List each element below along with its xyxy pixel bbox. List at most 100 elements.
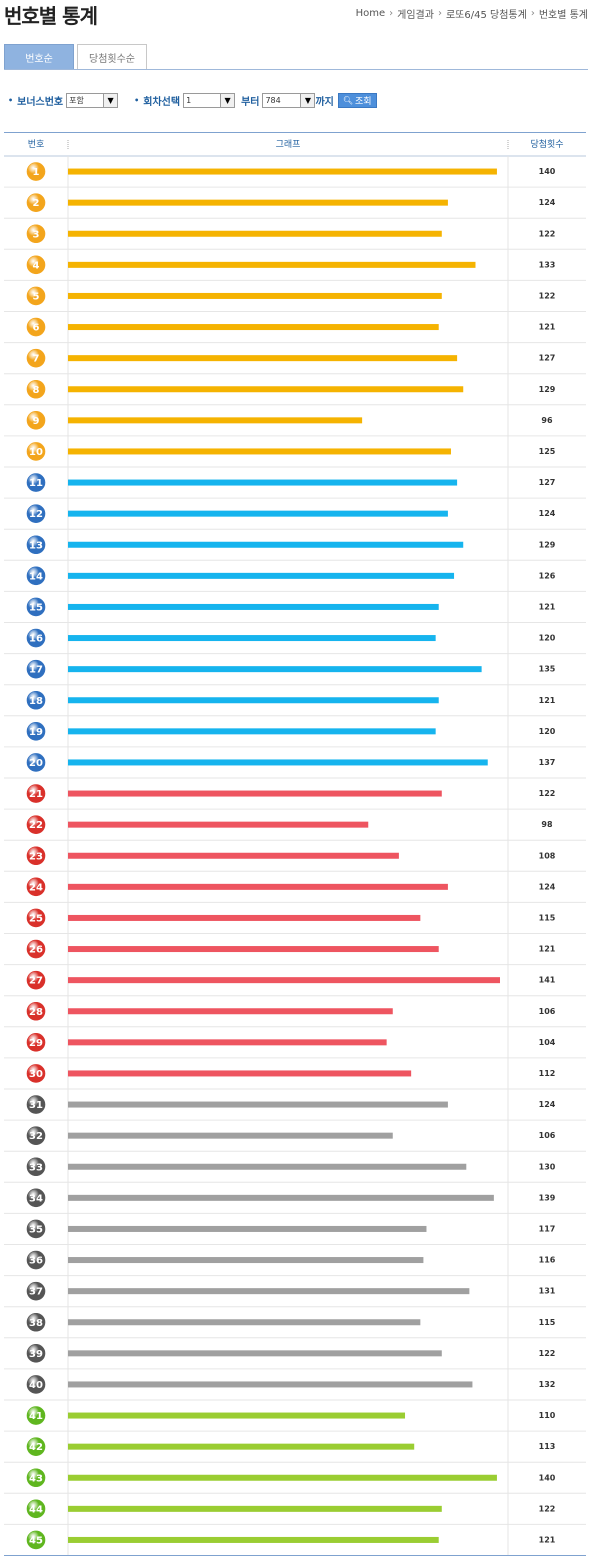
number-ball — [26, 379, 46, 399]
number-ball — [26, 535, 46, 555]
win-count-label: 121 — [539, 1535, 556, 1544]
bar-1 — [68, 168, 497, 175]
win-count-label: 116 — [539, 1256, 556, 1265]
number-ball-label: 31 — [29, 1100, 43, 1111]
search-button-label: 조회 — [355, 97, 372, 107]
breadcrumb-lotto-stats[interactable]: 로또6/45 당첨통계 — [445, 10, 527, 21]
tab-divider — [4, 69, 588, 70]
bar-15 — [68, 603, 439, 610]
number-ball — [26, 1250, 46, 1270]
tab-by-win-count[interactable]: 당첨횟수순 — [77, 44, 147, 69]
number-ball-label: 24 — [29, 882, 43, 893]
win-count-label: 115 — [539, 913, 556, 922]
filter-bar: • 보너스번호 포함 ▼ • 회차선택 1 ▼ 부터 784 ▼ 까지 🔍︎ 조… — [8, 93, 377, 108]
bar-16 — [68, 635, 436, 642]
win-count-label: 120 — [539, 634, 556, 643]
win-count-label: 140 — [539, 1473, 556, 1482]
number-ball-label: 2 — [33, 198, 40, 209]
chevron-down-icon[interactable]: ▼ — [103, 94, 118, 107]
number-ball-label: 23 — [29, 851, 43, 862]
number-ball-label: 22 — [29, 820, 43, 831]
bar-6 — [68, 324, 439, 331]
number-ball — [26, 908, 46, 928]
number-ball-label: 12 — [29, 509, 43, 520]
number-ball — [26, 1033, 46, 1052]
number-ball-label: 42 — [29, 1442, 43, 1453]
win-count-label: 124 — [539, 509, 556, 518]
tab-by-number[interactable]: 번호순 — [4, 44, 74, 69]
bar-4 — [68, 261, 476, 268]
search-icon: 🔍︎ — [342, 96, 354, 105]
number-ball — [26, 1312, 46, 1332]
number-ball — [26, 1344, 46, 1363]
round-to-select[interactable]: 784 ▼ — [262, 93, 316, 108]
win-count-label: 124 — [539, 1100, 556, 1109]
bar-22 — [68, 821, 369, 828]
win-count-label: 127 — [539, 354, 556, 363]
number-ball-label: 34 — [29, 1193, 43, 1204]
win-count-label: 104 — [539, 1038, 556, 1047]
win-count-label: 96 — [541, 416, 553, 425]
win-count-label: 141 — [539, 976, 556, 985]
bar-13 — [68, 541, 464, 548]
number-ball — [26, 255, 46, 275]
bonus-select-value: 포함 — [69, 96, 84, 105]
number-ball-label: 27 — [29, 976, 43, 987]
chevron-down-icon[interactable]: ▼ — [300, 94, 315, 107]
bar-23 — [68, 852, 399, 859]
bar-29 — [68, 1039, 387, 1046]
breadcrumb-home[interactable]: Home — [355, 8, 386, 19]
win-count-label: 131 — [539, 1287, 556, 1296]
number-ball-label: 19 — [29, 727, 43, 738]
number-ball — [26, 473, 46, 492]
number-ball — [26, 784, 46, 803]
search-button[interactable]: 🔍︎ 조회 — [337, 93, 377, 108]
bar-7 — [68, 355, 458, 362]
bar-31 — [68, 1101, 448, 1108]
round-from-select[interactable]: 1 ▼ — [183, 93, 236, 108]
number-ball-label: 32 — [29, 1131, 43, 1142]
number-ball-label: 33 — [29, 1162, 43, 1173]
number-ball — [26, 1219, 46, 1239]
number-ball-label: 41 — [29, 1411, 43, 1422]
bar-34 — [68, 1194, 494, 1201]
number-ball — [26, 162, 46, 181]
number-ball-label: 39 — [29, 1349, 43, 1360]
bar-26 — [68, 946, 439, 953]
number-ball-label: 10 — [29, 447, 43, 458]
number-ball-label: 38 — [29, 1318, 43, 1329]
bar-24 — [68, 883, 448, 890]
bar-40 — [68, 1381, 473, 1388]
number-ball — [26, 1281, 46, 1301]
win-count-label: 132 — [539, 1380, 556, 1389]
number-ball — [26, 846, 46, 866]
bar-14 — [68, 572, 455, 579]
number-ball-label: 1 — [33, 167, 40, 178]
bar-21 — [68, 790, 442, 797]
bar-20 — [68, 759, 488, 766]
number-ball-label: 7 — [33, 354, 40, 365]
number-ball-label: 30 — [29, 1069, 43, 1080]
win-count-label: 120 — [539, 727, 556, 736]
number-ball-label: 11 — [29, 478, 43, 489]
from-label: 부터 — [241, 97, 260, 108]
win-count-label: 122 — [539, 789, 556, 798]
number-ball-label: 9 — [33, 416, 40, 427]
win-count-label: 126 — [539, 571, 556, 580]
bar-11 — [68, 479, 458, 486]
number-ball — [26, 1406, 46, 1425]
bonus-select[interactable]: 포함 ▼ — [66, 93, 119, 108]
number-ball-label: 44 — [29, 1504, 43, 1515]
chevron-down-icon[interactable]: ▼ — [220, 94, 235, 107]
number-ball — [26, 659, 46, 679]
number-ball-label: 3 — [33, 229, 40, 240]
breadcrumb-game-results[interactable]: 게임결과 — [397, 10, 434, 21]
win-count-label: 124 — [539, 198, 556, 207]
bar-41 — [68, 1412, 406, 1419]
win-count-label: 121 — [539, 323, 556, 332]
bar-45 — [68, 1536, 439, 1543]
bar-37 — [68, 1288, 470, 1295]
round-to-value: 784 — [265, 96, 281, 105]
win-count-label: 139 — [539, 1193, 556, 1202]
